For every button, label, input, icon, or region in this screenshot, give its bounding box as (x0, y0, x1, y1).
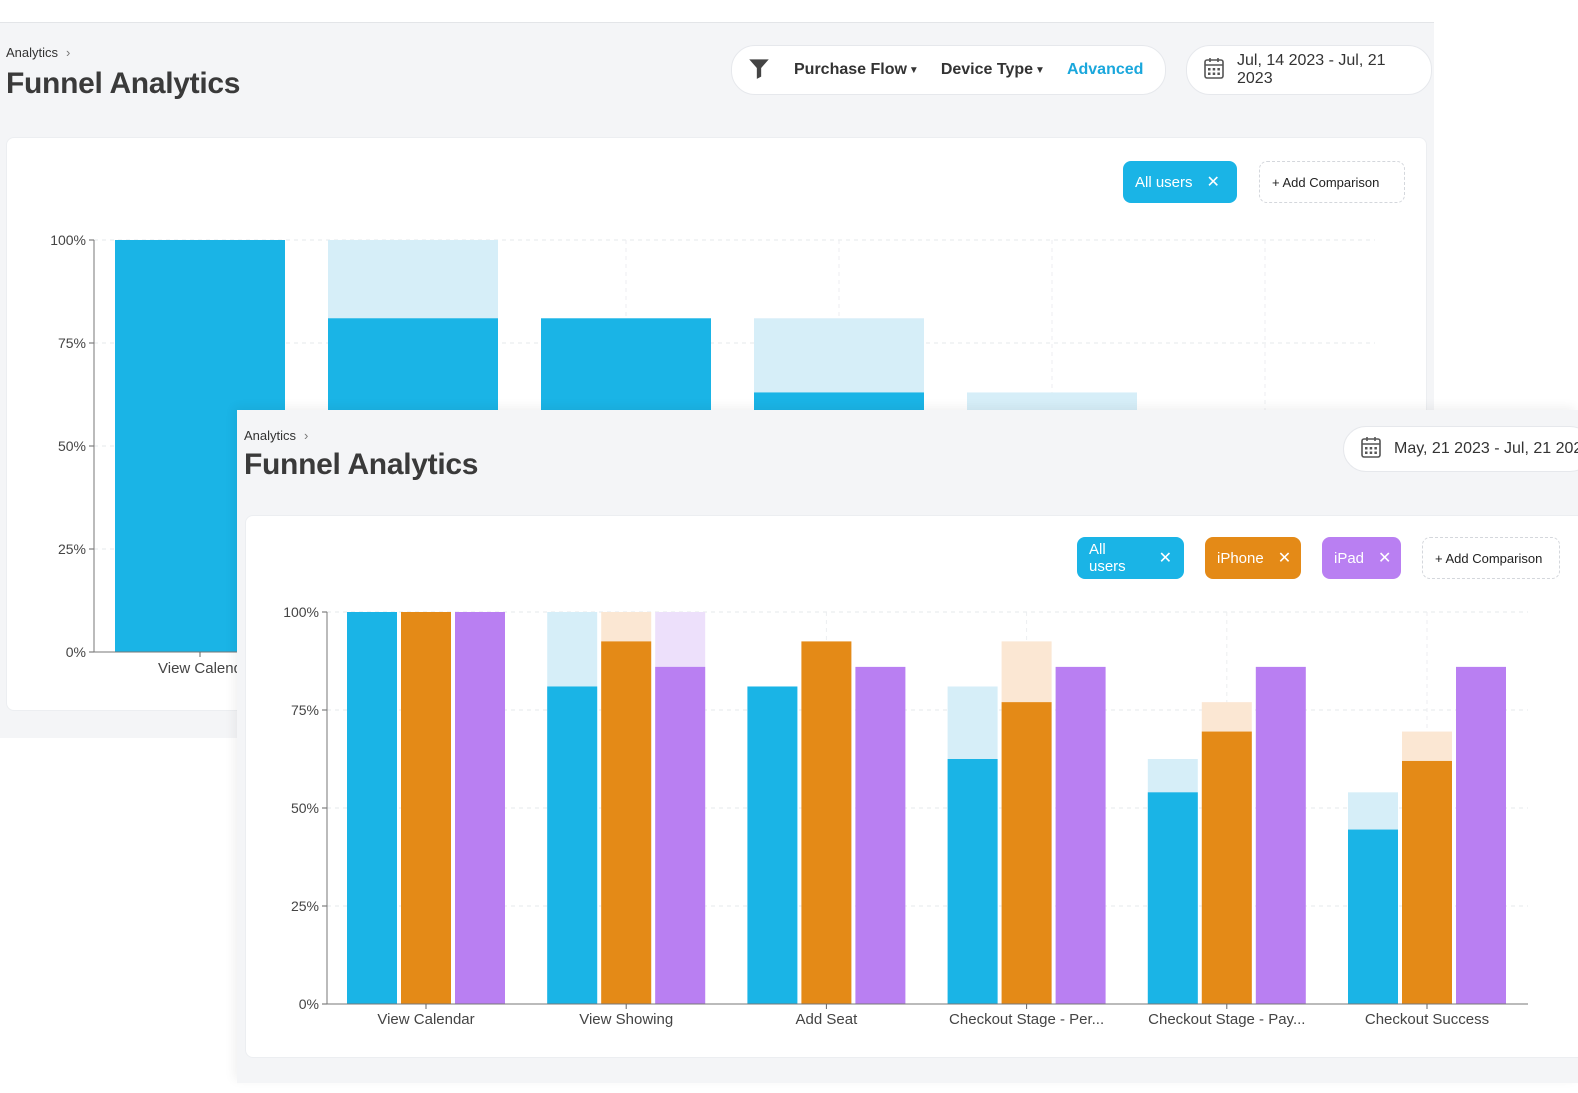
close-icon[interactable]: ✕ (1378, 550, 1392, 567)
chip-label: All users (1089, 541, 1126, 575)
funnel-analytics-window-front: Analytics › Funnel Analytics May, 21 202… (237, 410, 1578, 1083)
close-icon[interactable]: ✕ (1158, 550, 1172, 567)
bar-iphone (1001, 702, 1052, 1004)
x-tick-label: View Calendar (377, 1011, 474, 1028)
segment-chip-ipad[interactable]: iPad ✕ (1322, 537, 1401, 579)
bar-all-users (547, 686, 598, 1004)
y-tick-label: 75% (58, 335, 86, 351)
close-icon[interactable]: ✕ (1206, 174, 1220, 191)
x-tick-label: Checkout Stage - Per... (949, 1011, 1104, 1028)
breadcrumb-analytics-link[interactable]: Analytics (244, 428, 297, 443)
bar-all-users (347, 612, 397, 1004)
purchase-flow-dropdown[interactable]: Purchase Flow ▼ (794, 61, 919, 79)
funnel-bar-chart: 0% 25% 50% 75% 100% View Calendar View Showing… (283, 604, 1528, 1028)
breadcrumb-analytics-link[interactable]: Analytics (6, 45, 59, 60)
x-tick-label: Checkout Stage - Pay... (1148, 1011, 1305, 1028)
y-tick-label: 100% (283, 604, 319, 620)
date-range-text: May, 21 2023 - Jul, 21 2023 (1394, 440, 1578, 457)
bar-ipad (1456, 666, 1506, 1004)
x-tick-label: Add Seat (796, 1011, 859, 1028)
purchase-flow-label: Purchase Flow (794, 61, 907, 78)
page-title: Funnel Analytics (244, 448, 479, 481)
bar-all-users (1348, 829, 1398, 1004)
calendar-icon (1203, 56, 1225, 85)
add-comparison-button[interactable]: + Add Comparison (1422, 537, 1560, 579)
chip-label: All users (1135, 173, 1193, 191)
filter-icon[interactable] (746, 55, 772, 86)
filter-bar: Purchase Flow ▼ Device Type ▼ Advanced (731, 45, 1167, 95)
chevron-right-icon: › (304, 428, 309, 443)
bar-ipad (455, 612, 505, 1004)
bar-iphone (601, 641, 652, 1004)
segment-chip-iphone[interactable]: iPhone ✕ (1205, 537, 1301, 579)
bar-iphone (1402, 760, 1452, 1004)
bar-all-users (947, 759, 998, 1004)
bar-ipad (1255, 666, 1306, 1004)
bar-iphone (401, 612, 451, 1004)
x-tick-label: View Calend (158, 660, 242, 677)
breadcrumb: Analytics › (6, 45, 70, 60)
x-tick-label: View Showing (579, 1011, 673, 1028)
date-range-picker[interactable]: Jul, 14 2023 - Jul, 21 2023 (1186, 45, 1432, 95)
bar-iphone (1201, 731, 1252, 1004)
y-tick-label: 25% (58, 541, 86, 557)
device-type-label: Device Type (940, 61, 1034, 78)
y-tick-label: 50% (58, 438, 86, 454)
bar-all-users (1147, 792, 1198, 1004)
bar-ipad (655, 666, 706, 1004)
page-title: Funnel Analytics (6, 67, 241, 100)
bar-ipad (855, 666, 906, 1004)
segment-chip-all-users[interactable]: All users ✕ (1123, 161, 1237, 203)
segment-chip-all-users[interactable]: All users ✕ (1077, 537, 1184, 579)
x-tick-label: Checkout Success (1365, 1011, 1489, 1028)
caret-down-icon: ▼ (908, 64, 919, 76)
y-tick-label: 0% (66, 644, 86, 660)
y-tick-label: 100% (50, 232, 86, 248)
chevron-right-icon: › (66, 45, 71, 60)
calendar-icon (1360, 435, 1382, 464)
device-type-dropdown[interactable]: Device Type ▼ (941, 61, 1045, 79)
chip-label: iPhone (1217, 549, 1264, 567)
chip-label: iPad (1334, 549, 1365, 567)
y-tick-label: 25% (291, 898, 319, 914)
date-range-text: Jul, 14 2023 - Jul, 21 2023 (1237, 52, 1386, 87)
close-icon[interactable]: ✕ (1277, 550, 1292, 567)
y-tick-label: 0% (299, 996, 319, 1012)
funnel-chart-card: All users ✕ iPhone ✕ iPad ✕ + Add Compar… (245, 515, 1578, 1058)
advanced-link[interactable]: Advanced (1066, 61, 1144, 78)
bar-ipad (1055, 666, 1106, 1004)
y-tick-label: 75% (291, 702, 319, 718)
bar-all-users (747, 686, 798, 1004)
date-range-picker[interactable]: May, 21 2023 - Jul, 21 2023 (1343, 426, 1578, 472)
bar-iphone (801, 641, 852, 1004)
add-comparison-button[interactable]: + Add Comparison (1259, 161, 1405, 203)
caret-down-icon: ▼ (1035, 64, 1045, 76)
y-tick-label: 50% (291, 800, 319, 816)
breadcrumb: Analytics › (244, 428, 308, 443)
